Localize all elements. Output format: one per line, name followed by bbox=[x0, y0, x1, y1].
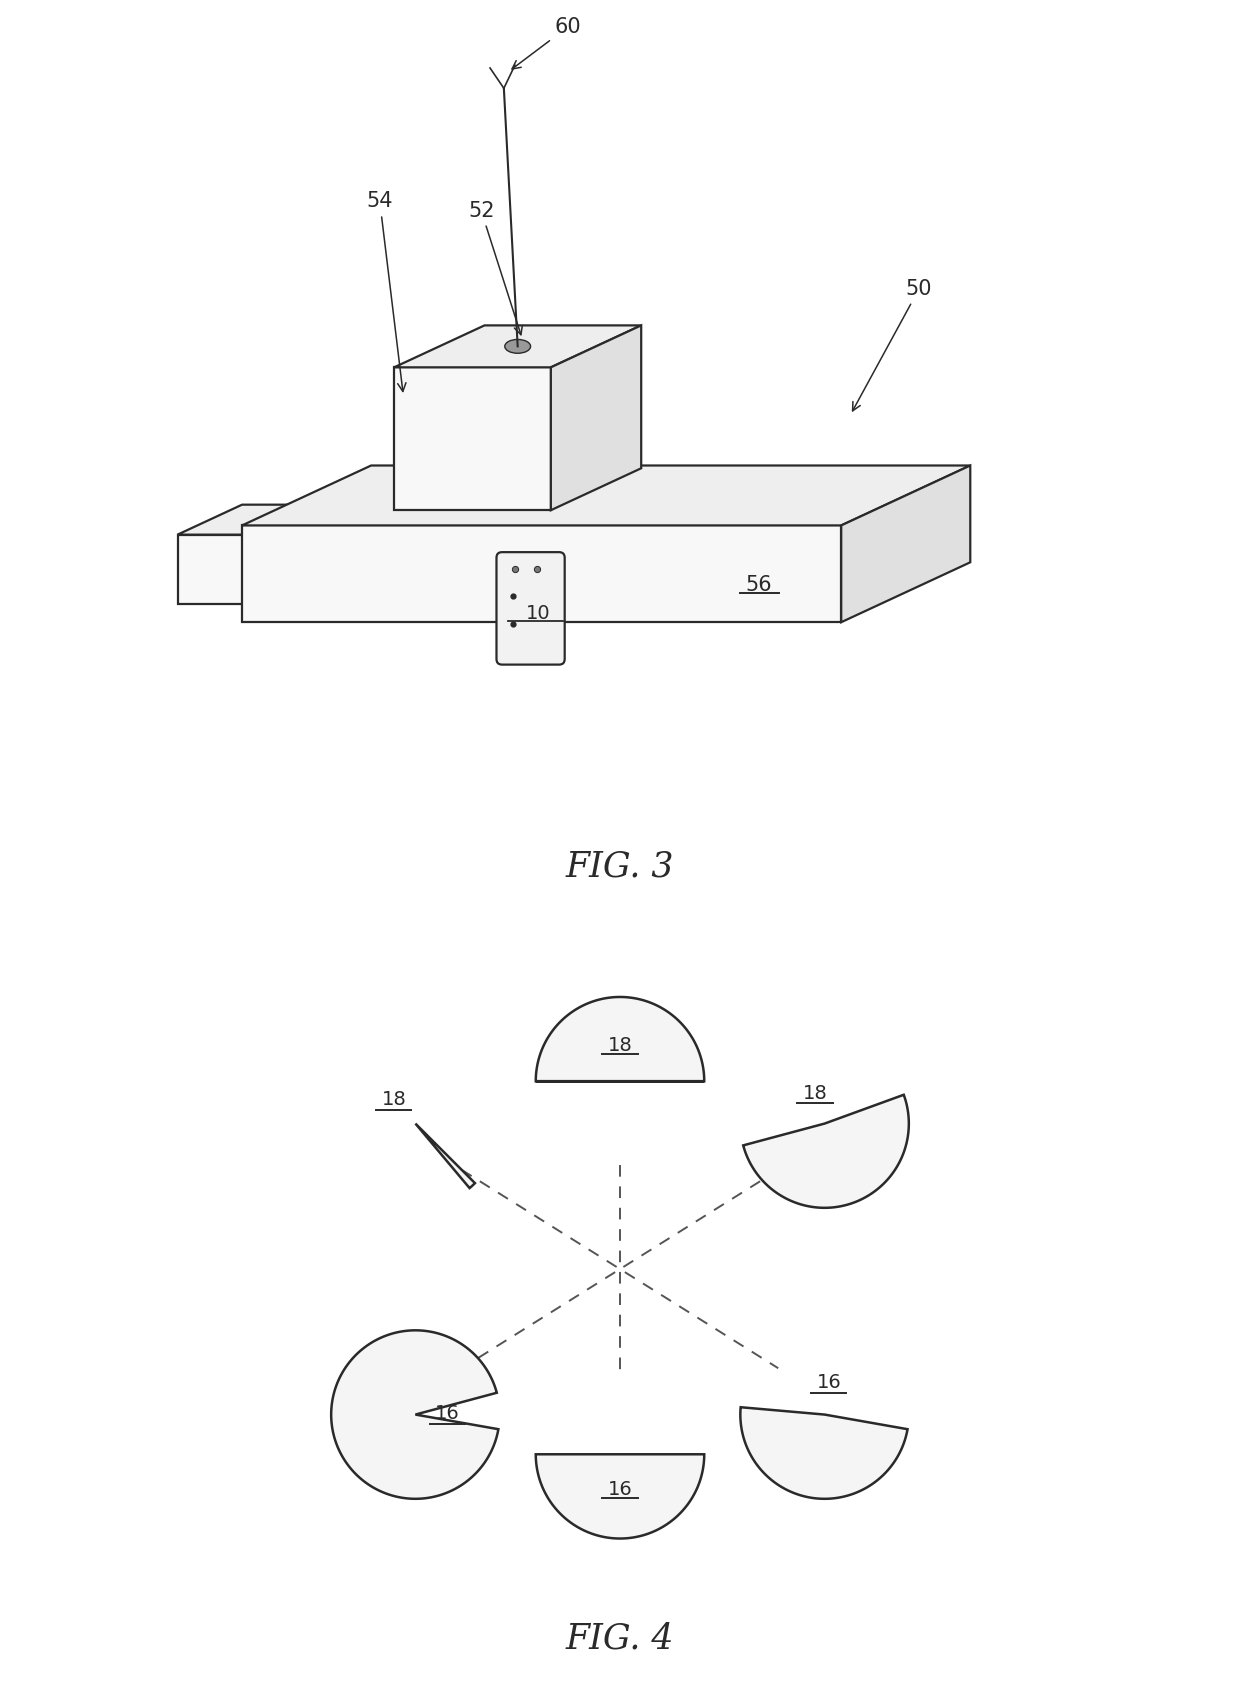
Text: 50: 50 bbox=[853, 278, 932, 411]
Text: 16: 16 bbox=[608, 1480, 632, 1499]
Polygon shape bbox=[841, 466, 970, 623]
Polygon shape bbox=[394, 367, 551, 510]
Text: 54: 54 bbox=[367, 191, 405, 391]
Polygon shape bbox=[536, 1454, 704, 1538]
Polygon shape bbox=[415, 1123, 475, 1188]
FancyBboxPatch shape bbox=[496, 551, 564, 664]
Text: 10: 10 bbox=[526, 604, 551, 623]
Text: FIG. 4: FIG. 4 bbox=[565, 1622, 675, 1656]
Text: 16: 16 bbox=[435, 1403, 460, 1422]
Text: 56: 56 bbox=[745, 575, 771, 596]
Text: 60: 60 bbox=[512, 17, 582, 68]
Text: 18: 18 bbox=[382, 1091, 407, 1110]
Polygon shape bbox=[536, 997, 704, 1081]
Polygon shape bbox=[242, 466, 970, 526]
Polygon shape bbox=[551, 326, 641, 510]
Text: FIG. 3: FIG. 3 bbox=[565, 850, 675, 884]
Ellipse shape bbox=[505, 340, 531, 353]
Polygon shape bbox=[740, 1407, 908, 1499]
Polygon shape bbox=[242, 526, 841, 623]
Polygon shape bbox=[394, 326, 641, 367]
Text: 18: 18 bbox=[608, 1036, 632, 1055]
Polygon shape bbox=[177, 534, 244, 604]
Polygon shape bbox=[743, 1094, 909, 1209]
Polygon shape bbox=[177, 505, 309, 534]
Polygon shape bbox=[331, 1330, 498, 1499]
Text: 18: 18 bbox=[802, 1084, 827, 1103]
Text: 16: 16 bbox=[816, 1374, 841, 1393]
Text: 52: 52 bbox=[467, 201, 522, 335]
